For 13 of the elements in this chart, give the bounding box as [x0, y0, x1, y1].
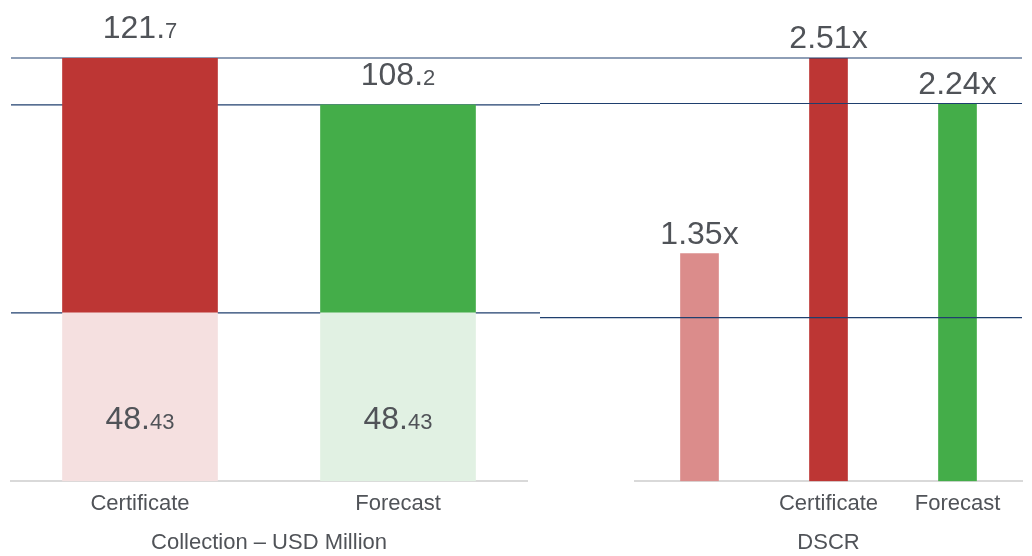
total-label: 108.2 — [360, 55, 436, 92]
x-tick-label: Forecast — [914, 490, 1001, 516]
data-label: 2.51x — [789, 19, 868, 55]
total-label: 121.7 — [102, 9, 178, 45]
x-tick-label: Certificate — [90, 490, 190, 516]
data-label: 2.24x — [918, 64, 997, 101]
x-axis-title: Collection – USD Million — [151, 528, 387, 554]
x-axis-title: DSCR — [797, 528, 860, 554]
data-label: 48.43 — [363, 399, 433, 436]
x-tick-label: Certificate — [778, 490, 879, 516]
x-tick-label: Forecast — [355, 490, 441, 516]
data-label: 1.35x — [660, 214, 739, 251]
data-label: 48.43 — [105, 399, 175, 436]
